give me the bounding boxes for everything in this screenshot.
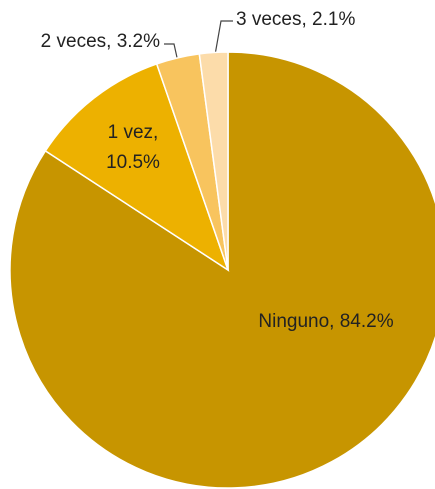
leader-line [214, 20, 233, 56]
pie-slice [198, 51, 229, 271]
data-label: 1 vez, 10.5% [106, 122, 160, 173]
data-label: 3 veces, 2.1% [236, 9, 355, 30]
pie-slice [44, 63, 230, 272]
data-label: Ninguno, 84.2% [258, 311, 393, 332]
data-label: 2 veces, 3.2% [41, 31, 160, 52]
leader-line [164, 43, 179, 63]
pie-slice [9, 51, 435, 489]
data-label-line: 10.5% [106, 152, 160, 173]
data-label-line: 1 vez, [108, 122, 159, 143]
